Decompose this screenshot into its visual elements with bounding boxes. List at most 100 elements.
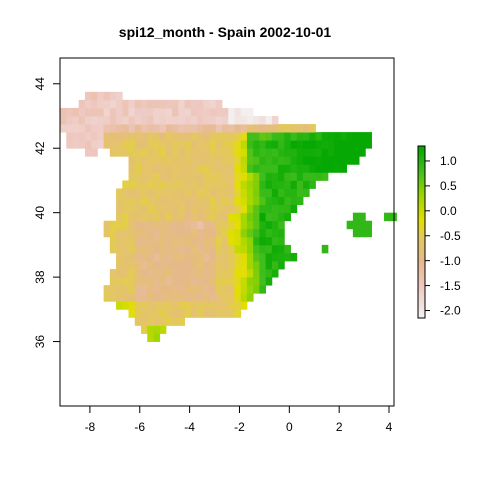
map-cell (246, 204, 254, 214)
map-cell (259, 252, 267, 262)
map-cell (246, 132, 254, 141)
map-cell (165, 188, 173, 197)
map-cell (116, 91, 123, 101)
map-cell (303, 156, 310, 165)
map-cell (141, 269, 148, 278)
map-cell (103, 140, 111, 149)
map-cell (215, 180, 223, 189)
map-cell (259, 116, 267, 125)
map-cell (315, 132, 323, 141)
map-cell (265, 180, 273, 189)
map-cell (228, 196, 235, 206)
map-cell (178, 107, 186, 117)
map-cell (346, 156, 354, 165)
map-cell (190, 228, 198, 238)
map-cell (190, 124, 198, 133)
map-cell (147, 124, 154, 133)
map-cell (303, 148, 310, 157)
map-cell (165, 196, 173, 206)
map-cell (240, 252, 248, 262)
map-cell (253, 285, 260, 294)
map-cell (197, 188, 204, 197)
map-cell (278, 236, 285, 246)
map-cell (153, 124, 161, 133)
map-cell (334, 164, 341, 173)
map-cell (222, 301, 229, 310)
map-cell (234, 148, 242, 157)
map-cell (153, 220, 161, 230)
map-cell (141, 277, 148, 286)
map-cell (240, 164, 248, 173)
map-cell (222, 269, 229, 278)
map-cell (116, 228, 123, 238)
map-cell (197, 116, 204, 125)
map-cell (315, 148, 323, 157)
map-cell (134, 196, 142, 206)
map-cell (147, 277, 154, 286)
map-cell (209, 220, 217, 230)
map-cell (197, 252, 204, 262)
map-cell (340, 164, 348, 173)
map-cell (72, 116, 80, 125)
map-cell (222, 124, 229, 133)
map-cell (159, 325, 167, 334)
map-cell (240, 188, 248, 197)
map-cell (147, 236, 154, 246)
map-cell (197, 204, 204, 214)
map-cell (178, 148, 186, 157)
map-cell (246, 244, 254, 254)
map-cell (365, 228, 372, 238)
map-cell (97, 124, 105, 133)
map-cell (365, 132, 372, 141)
map-cell (184, 285, 192, 294)
x-tick-label: -4 (184, 420, 195, 434)
map-cell (290, 156, 298, 165)
map-cell (303, 164, 310, 173)
map-cell (91, 91, 98, 101)
map-cell (178, 188, 186, 197)
map-cell (134, 220, 142, 230)
map-cell (159, 285, 167, 294)
map-cell (122, 204, 129, 214)
map-cell (290, 132, 298, 141)
map-cell (240, 236, 248, 246)
map-cell (134, 180, 142, 189)
map-cell (222, 188, 229, 197)
map-cell (234, 277, 242, 286)
map-cell (352, 220, 360, 230)
map-cell (178, 220, 186, 230)
map-cell (72, 107, 80, 117)
map-cell (253, 204, 260, 214)
map-cell (240, 140, 248, 149)
map-cell (222, 228, 229, 238)
map-cell (271, 212, 279, 222)
map-cell (159, 261, 167, 270)
map-cell (197, 220, 204, 230)
map-cell (159, 116, 167, 125)
map-cell (240, 285, 248, 294)
map-cell (172, 99, 179, 109)
map-cell (228, 293, 235, 302)
map-cell (203, 309, 210, 318)
colorbar-tick-label: 1.0 (440, 154, 457, 168)
map-cell (265, 204, 273, 214)
map-cell (315, 156, 323, 165)
map-cell (222, 180, 229, 189)
map-cell (153, 317, 161, 326)
map-cell (165, 236, 173, 246)
map-cell (128, 301, 136, 310)
map-cell (265, 124, 273, 133)
map-cell (234, 164, 242, 173)
map-cell (91, 132, 98, 141)
map-cell (172, 244, 179, 254)
map-cell (153, 140, 161, 149)
map-cell (153, 107, 161, 117)
map-cell (128, 285, 136, 294)
map-cell (321, 164, 329, 173)
map-cell (327, 164, 335, 173)
map-cell (122, 148, 129, 157)
map-cell (259, 156, 267, 165)
map-cell (184, 196, 192, 206)
map-cell (203, 124, 210, 133)
map-cell (178, 124, 186, 133)
